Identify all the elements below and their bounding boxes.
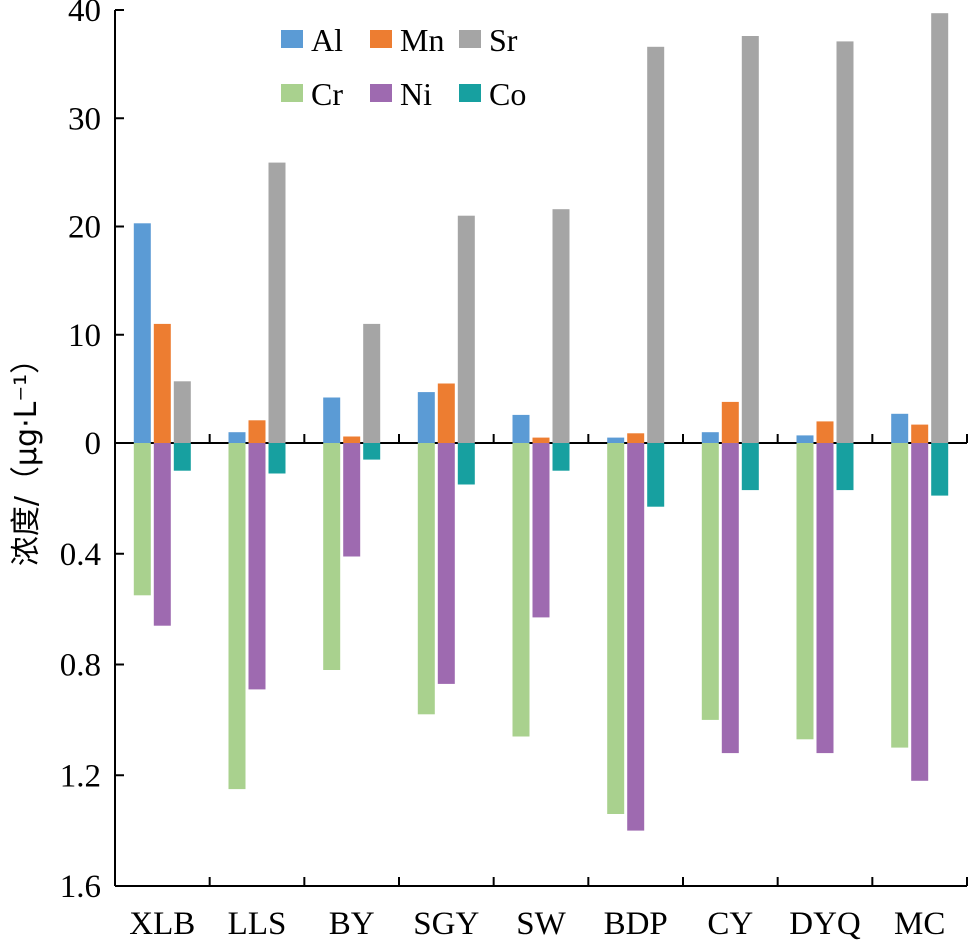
bar-cr-bdp <box>607 443 625 814</box>
legend-label-mn: Mn <box>400 22 444 58</box>
y-tick-label: 1.6 <box>60 869 101 905</box>
bar-sr-bdp <box>647 46 665 444</box>
x-tick-label: BDP <box>604 906 668 942</box>
bar-mn-mc <box>911 424 929 443</box>
bar-mn-bdp <box>627 433 645 443</box>
bar-al-by <box>323 397 341 443</box>
x-tick-label: SW <box>516 906 566 942</box>
bar-sr-lls <box>268 162 286 443</box>
bar-co-by <box>363 443 381 460</box>
bar-cr-cy <box>701 443 719 720</box>
y-tick-label: 0.8 <box>60 648 101 684</box>
x-tick-label: XLB <box>129 906 195 942</box>
bar-al-sgy <box>417 392 435 443</box>
bar-ni-cy <box>721 443 739 754</box>
bar-co-sgy <box>457 443 475 485</box>
bar-cr-by <box>323 443 341 670</box>
legend-swatch-sr <box>459 30 481 48</box>
x-tick-label: MC <box>894 906 945 942</box>
legend-label-co: Co <box>489 76 526 112</box>
bar-ni-by <box>343 443 361 557</box>
bar-cr-mc <box>891 443 909 748</box>
bar-al-xlb <box>133 223 151 443</box>
y-axis-label: 浓度/（μg·L⁻¹） <box>9 344 44 566</box>
legend-swatch-co <box>459 84 481 102</box>
bar-ni-sgy <box>437 443 455 684</box>
tick-labels: 0 10 20 30 40 0.4 0.8 1.2 1.6 XLB LLS BY SGY SW BDP CY D… <box>60 0 946 942</box>
bar-ni-lls <box>248 443 266 690</box>
bar-co-lls <box>268 443 286 474</box>
bar-mn-dyq <box>816 421 834 443</box>
legend-label-ni: Ni <box>400 76 432 112</box>
bar-co-dyq <box>836 443 854 491</box>
x-tick-label: DYQ <box>789 906 861 942</box>
legend-label-sr: Sr <box>489 22 518 58</box>
bar-ni-mc <box>911 443 929 781</box>
legend-swatch-mn <box>370 30 392 48</box>
x-tick-label: LLS <box>228 906 287 942</box>
y-tick-label: 0 <box>85 426 102 462</box>
bar-ni-dyq <box>816 443 834 754</box>
bar-sr-cy <box>741 36 759 443</box>
bars <box>133 13 949 831</box>
bar-mn-sgy <box>437 383 455 443</box>
bar-sr-sgy <box>457 215 475 443</box>
bar-mn-sw <box>532 437 550 443</box>
legend: Al Mn Sr Cr Ni Co <box>281 22 526 112</box>
bar-co-xlb <box>173 443 191 471</box>
bar-cr-dyq <box>796 443 814 740</box>
x-tick-label: SGY <box>413 906 479 942</box>
bar-mn-xlb <box>153 323 171 443</box>
legend-swatch-cr <box>281 84 303 102</box>
legend-label-cr: Cr <box>311 76 343 112</box>
y-tick-label: 40 <box>68 0 101 29</box>
y-tick-label: 0.4 <box>60 537 101 573</box>
bar-sr-by <box>363 323 381 443</box>
bar-al-dyq <box>796 435 814 443</box>
y-tick-label: 30 <box>68 101 101 137</box>
bar-mn-cy <box>721 401 739 443</box>
bar-al-sw <box>512 414 530 443</box>
legend-swatch-ni <box>370 84 392 102</box>
y-tick-label: 1.2 <box>60 758 101 794</box>
x-tick-label: BY <box>329 906 375 942</box>
legend-swatch-al <box>281 30 303 48</box>
bar-al-mc <box>891 413 909 443</box>
bar-co-bdp <box>647 443 665 507</box>
x-tick-label: CY <box>707 906 753 942</box>
bar-al-lls <box>228 432 246 443</box>
bar-al-cy <box>701 432 719 443</box>
bar-sr-xlb <box>173 381 191 443</box>
bar-ni-sw <box>532 443 550 618</box>
bar-cr-lls <box>228 443 246 790</box>
bar-cr-sgy <box>417 443 435 715</box>
y-tick-label: 20 <box>68 210 101 246</box>
bar-co-sw <box>552 443 570 471</box>
bar-ni-bdp <box>627 443 645 831</box>
bar-cr-xlb <box>133 443 151 596</box>
bar-co-cy <box>741 443 759 491</box>
y-tick-label: 10 <box>68 318 101 354</box>
bar-sr-mc <box>931 13 949 443</box>
bar-ni-xlb <box>153 443 171 626</box>
bar-co-mc <box>931 443 949 496</box>
bar-mn-by <box>343 436 361 443</box>
bar-mn-lls <box>248 420 266 443</box>
legend-label-al: Al <box>311 22 343 58</box>
bar-sr-dyq <box>836 41 854 444</box>
bar-cr-sw <box>512 443 530 737</box>
bar-al-bdp <box>607 437 625 443</box>
bar-sr-sw <box>552 209 570 443</box>
